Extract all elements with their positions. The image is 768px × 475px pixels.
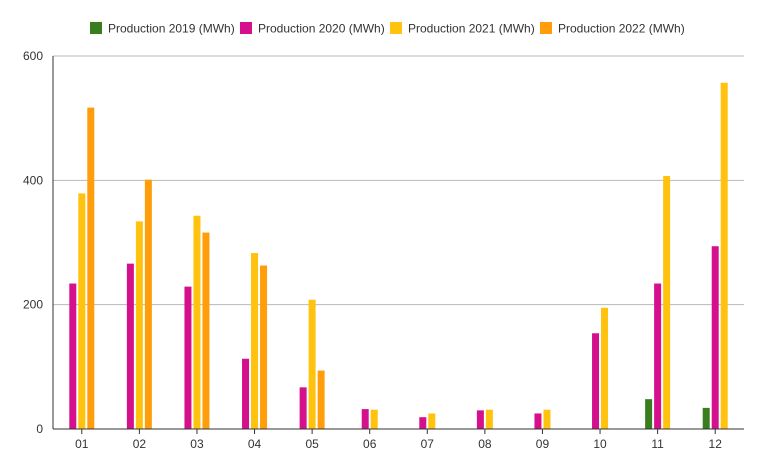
bar-production-2020-mwh--09 [534, 413, 542, 429]
bar-production-2021-mwh--01 [78, 193, 86, 429]
bar-production-2021-mwh--08 [485, 409, 493, 429]
bar-production-2019-mwh--11 [645, 399, 653, 429]
bar-production-2022-mwh--04 [260, 265, 268, 429]
gridlines [53, 55, 744, 306]
x-tick-label: 07 [421, 437, 435, 451]
bar-production-2020-mwh--05 [299, 387, 307, 429]
bar-production-2020-mwh--06 [361, 409, 369, 429]
bar-production-2021-mwh--06 [370, 409, 378, 429]
legend-label: Production 2019 (MWh) [108, 22, 235, 36]
x-tick-label: 09 [536, 437, 550, 451]
bars [69, 82, 728, 430]
legend-swatch [540, 22, 552, 34]
legend-swatch [390, 22, 402, 34]
bar-production-2021-mwh--10 [601, 307, 609, 429]
bar-production-2019-mwh--12 [702, 407, 710, 429]
bar-production-2020-mwh--01 [69, 283, 77, 429]
bar-production-2022-mwh--01 [87, 107, 95, 430]
bar-production-2020-mwh--11 [654, 283, 662, 429]
bar-production-2020-mwh--12 [711, 246, 719, 429]
x-tick-label: 08 [478, 437, 492, 451]
legend-item[interactable]: Production 2021 (MWh) [390, 22, 535, 36]
bar-production-2021-mwh--07 [428, 413, 436, 429]
x-tick-label: 11 [651, 437, 664, 451]
bar-production-2020-mwh--08 [476, 410, 484, 429]
bar-production-2021-mwh--04 [251, 253, 259, 429]
legend-item[interactable]: Production 2022 (MWh) [540, 22, 685, 36]
bar-production-2021-mwh--03 [193, 215, 201, 429]
bar-production-2020-mwh--04 [242, 358, 250, 429]
legend-label: Production 2020 (MWh) [258, 22, 385, 36]
x-tick-label: 06 [363, 437, 377, 451]
legend-label: Production 2021 (MWh) [408, 22, 535, 36]
bar-production-2021-mwh--12 [720, 82, 728, 430]
bar-production-2021-mwh--09 [543, 409, 551, 429]
x-tick-label: 03 [190, 437, 204, 451]
bar-production-2021-mwh--05 [308, 299, 316, 429]
legend: Production 2019 (MWh) Production 2020 (MW… [90, 22, 685, 36]
axes: 0 200 400 600 01 02 03 04 05 06 07 08 09 10 11 12 [23, 49, 744, 451]
bar-production-2020-mwh--02 [126, 263, 134, 429]
bar-production-2022-mwh--02 [144, 179, 152, 429]
x-tick-label: 12 [709, 437, 723, 451]
bar-production-2020-mwh--10 [592, 333, 600, 429]
legend-label: Production 2022 (MWh) [558, 22, 685, 36]
legend-swatch [90, 22, 102, 34]
bar-production-2022-mwh--05 [317, 370, 325, 429]
bar-production-2020-mwh--03 [184, 286, 192, 429]
x-tick-label: 10 [593, 437, 607, 451]
bar-production-2020-mwh--07 [419, 417, 427, 429]
x-tick-label: 04 [248, 437, 262, 451]
legend-item[interactable]: Production 2020 (MWh) [240, 22, 385, 36]
x-tick-label: 02 [133, 437, 147, 451]
x-tick-label: 01 [75, 437, 89, 451]
bar-production-2021-mwh--02 [135, 221, 143, 429]
y-tick-label: 600 [23, 49, 43, 63]
bar-production-2021-mwh--11 [663, 175, 671, 429]
y-tick-label: 400 [23, 173, 43, 187]
legend-item[interactable]: Production 2019 (MWh) [90, 22, 235, 36]
y-tick-label: 0 [36, 422, 43, 436]
x-tick-label: 05 [305, 437, 319, 451]
legend-swatch [240, 22, 252, 34]
bar-production-2022-mwh--03 [202, 232, 210, 429]
y-tick-label: 200 [23, 298, 43, 312]
